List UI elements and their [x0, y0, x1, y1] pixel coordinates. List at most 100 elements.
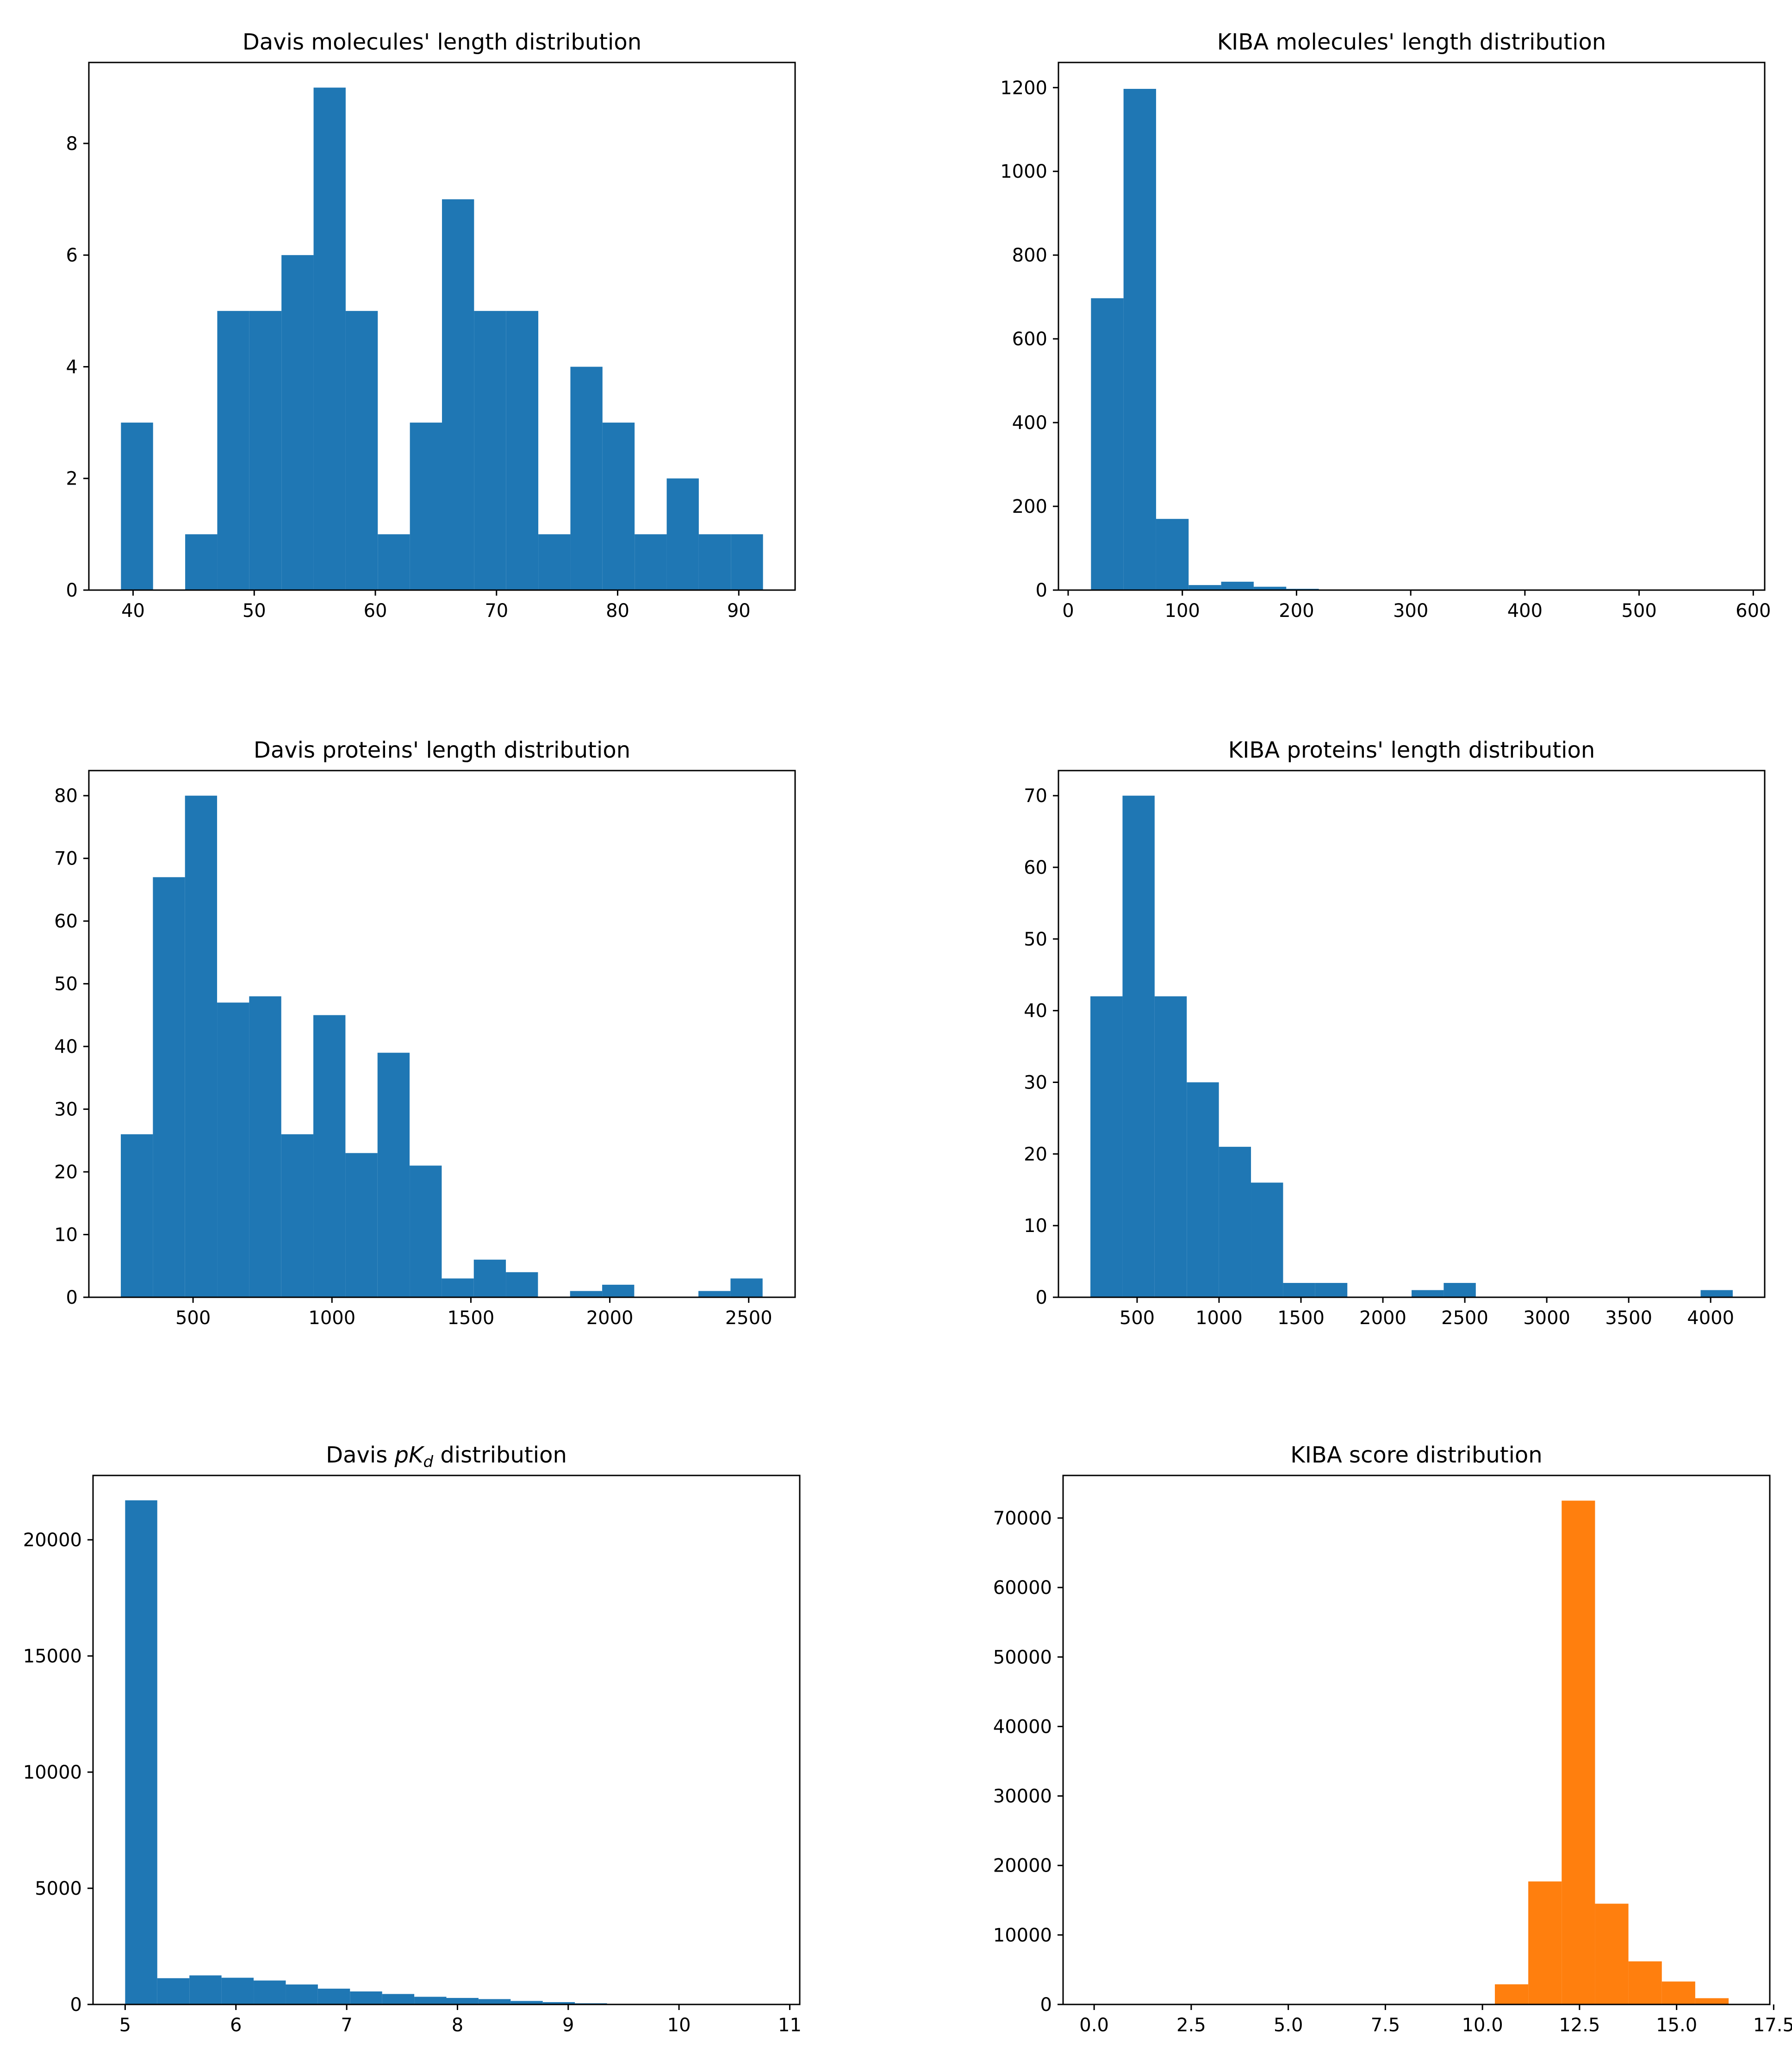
histogram-bar	[414, 1997, 447, 2004]
chart-davis-proteins: 500 1000 1500 2000 2500 0 10 20 30 40 50 60 70 80 Davi…	[54, 737, 796, 1329]
x-tick-label: 90	[727, 600, 751, 622]
histogram-bar	[1221, 581, 1254, 590]
histogram-bar	[221, 1978, 254, 2004]
x-tick-label: 300	[1393, 600, 1428, 622]
y-tick-label: 0	[70, 1994, 82, 2016]
histogram-bar	[446, 1998, 479, 2004]
histogram-bar	[185, 534, 218, 590]
y-tick-label: 10000	[23, 1762, 82, 1783]
histogram-bar	[1695, 1998, 1729, 2004]
x-tick-label: 9	[562, 2015, 574, 2036]
histogram-bar	[317, 1988, 350, 2004]
x-tick-label: 0	[1062, 600, 1074, 622]
y-tick-label: 1200	[1000, 77, 1047, 99]
y-tick-label: 2	[66, 468, 78, 490]
histogram-bar	[473, 1259, 506, 1297]
y-tick-label: 6	[66, 245, 78, 266]
x-tick-label: 15.0	[1656, 2015, 1697, 2036]
histogram-bar	[189, 1975, 222, 2004]
histogram-bar	[217, 311, 249, 590]
y-tick-label: 15000	[23, 1646, 82, 1667]
histogram-bar	[570, 1291, 603, 1297]
x-tick-label: 17.5	[1753, 2015, 1792, 2036]
histogram-bar	[1188, 585, 1221, 590]
y-tick-label: 10	[54, 1225, 78, 1246]
chart-title: KIBA proteins' length distribution	[1228, 737, 1595, 763]
histogram-bar	[1528, 1881, 1562, 2004]
x-tick-label: 2000	[586, 1307, 634, 1329]
axes-frame	[1058, 62, 1766, 591]
y-tick-label: 800	[1012, 245, 1047, 266]
y-tick-label: 50	[1024, 929, 1047, 950]
x-tick-label: 2000	[1359, 1307, 1406, 1329]
histogram-bar	[442, 1278, 474, 1297]
y-tick-label: 4	[66, 356, 78, 378]
y-tick-label: 10	[1024, 1215, 1047, 1237]
histogram-bar	[1444, 1283, 1476, 1297]
histogram-bar	[542, 2002, 575, 2004]
x-tick-label: 70	[485, 600, 508, 622]
x-tick-label: 7	[341, 2015, 352, 2036]
y-tick-label: 0	[1040, 1994, 1052, 2016]
axes-frame	[92, 1475, 801, 2005]
histogram-bar	[1156, 519, 1189, 590]
histogram-bar	[1187, 1082, 1219, 1297]
y-tick-label: 10000	[993, 1925, 1052, 1946]
x-tick-label: 7.5	[1371, 2015, 1400, 2036]
histogram-bar	[698, 1291, 731, 1297]
histogram-bar	[217, 1002, 249, 1297]
y-tick-label: 60	[1024, 857, 1047, 878]
y-tick-label: 0	[66, 1287, 78, 1308]
chart-kiba-proteins: 500 1000 1500 2000 2500 3000 3500 4000 0 10 20 30 40…	[1024, 737, 1766, 1329]
axes-frame	[1058, 770, 1766, 1298]
y-tick-label: 8	[66, 133, 78, 155]
x-tick-label: 500	[1120, 1307, 1155, 1329]
y-tick-label: 70	[1024, 785, 1047, 807]
histogram-bar	[1154, 996, 1187, 1297]
histogram-bar	[249, 311, 282, 590]
histogram-bar	[1090, 996, 1123, 1297]
x-tick-label: 2500	[1441, 1307, 1488, 1329]
histogram-bar	[153, 877, 185, 1297]
y-tick-label: 30	[54, 1099, 78, 1120]
histogram-bar	[478, 1999, 511, 2004]
x-tick-label: 1000	[1195, 1307, 1243, 1329]
y-tick-label: 400	[1012, 412, 1047, 434]
histogram-bar	[350, 1991, 382, 2004]
chart-kiba-score: 0.0 2.5 5.0 7.5 10.0 12.5 15.0 17.5 0 10000 20000 3…	[993, 1442, 1792, 2036]
x-tick-label: 200	[1279, 600, 1314, 622]
x-tick-label: 400	[1507, 600, 1543, 622]
x-tick-label: 10.0	[1462, 2015, 1503, 2036]
x-tick-label: 100	[1165, 600, 1200, 622]
histogram-bar	[731, 534, 763, 590]
chart-title: KIBA molecules' length distribution	[1217, 29, 1606, 55]
chart-title: Davis molecules' length distribution	[243, 29, 641, 55]
y-tick-label: 50	[54, 974, 78, 995]
histogram-bar	[185, 796, 218, 1297]
histogram-bar	[1628, 1961, 1662, 2004]
histogram-bar	[1123, 89, 1156, 590]
histogram-bar	[1091, 298, 1124, 590]
y-tick-label: 60000	[993, 1577, 1052, 1599]
x-tick-label: 6	[230, 2015, 242, 2036]
histogram-bar	[345, 1153, 378, 1297]
x-tick-label: 1000	[308, 1307, 355, 1329]
x-tick-label: 5.0	[1274, 2015, 1303, 2036]
histogram-bar	[254, 1980, 286, 2004]
histogram-bar	[442, 199, 474, 590]
histogram-bar	[1661, 1981, 1695, 2004]
histogram-bar	[382, 1994, 415, 2004]
chart-kiba-molecules: 0 100 200 300 400 500 600 0 200 400 600 800 1000 1200…	[1000, 29, 1771, 622]
histogram-bar	[249, 996, 281, 1297]
histogram-bar	[474, 311, 506, 590]
histogram-bar	[698, 534, 731, 590]
chart-title: Davis proteins' length distribution	[254, 737, 630, 763]
x-tick-label: 0.0	[1079, 2015, 1109, 2036]
x-tick-label: 60	[364, 600, 387, 622]
x-tick-label: 10	[667, 2015, 691, 2036]
histogram-bar	[378, 534, 410, 590]
y-tick-label: 40	[54, 1036, 78, 1058]
y-tick-label: 30000	[993, 1786, 1052, 1807]
histogram-bar	[570, 367, 603, 590]
histogram-bar	[286, 1984, 318, 2004]
